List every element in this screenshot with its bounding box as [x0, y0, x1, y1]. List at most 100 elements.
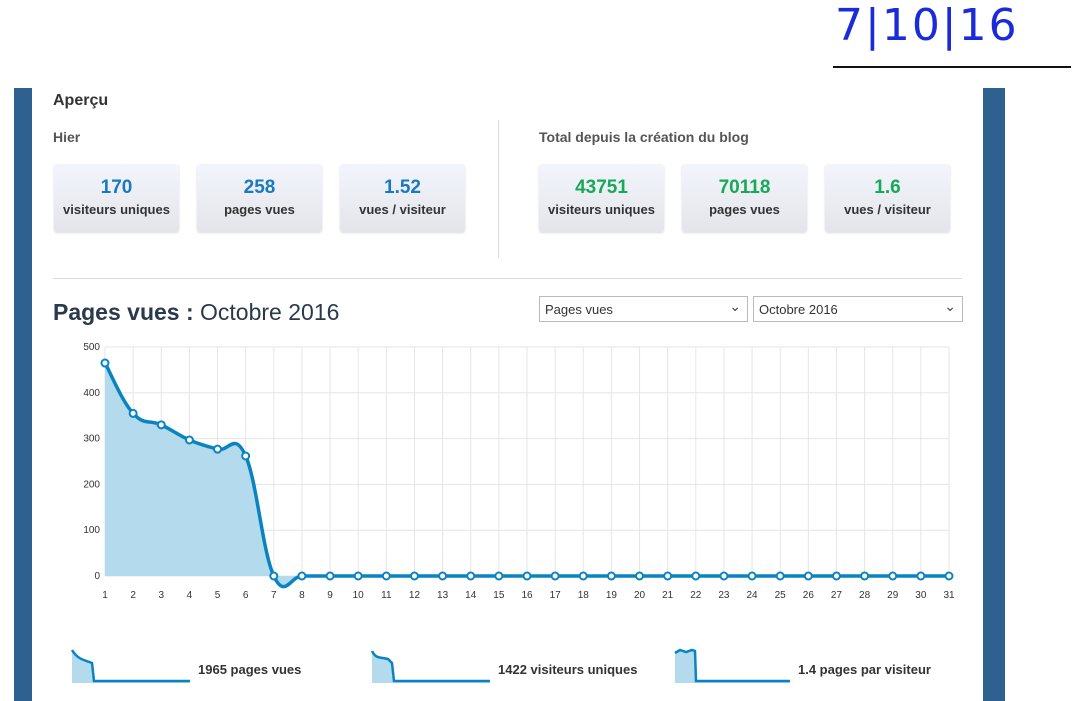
stat-card: 258 pages vues [197, 164, 322, 232]
stat-value: 43751 [575, 177, 628, 198]
point [550, 571, 560, 581]
x-tick-label: 3 [158, 590, 164, 601]
sparkline-area [675, 650, 790, 683]
x-tick-label: 9 [327, 590, 333, 601]
point [494, 571, 504, 581]
stat-label: visiteurs uniques [548, 202, 655, 217]
point [635, 571, 645, 581]
sparkline [674, 648, 790, 683]
x-tick-label: 29 [887, 590, 899, 601]
y-tick-label: 300 [83, 434, 100, 445]
x-tick-label: 30 [915, 590, 927, 601]
x-tick-label: 23 [718, 590, 730, 601]
x-tick-label: 16 [521, 590, 533, 601]
point [691, 571, 701, 581]
point [578, 571, 588, 581]
divider [498, 120, 499, 258]
y-tick-label: 100 [83, 525, 100, 536]
point [803, 571, 813, 581]
point [269, 571, 279, 581]
x-tick-label: 1 [102, 590, 108, 601]
chart-title: Pages vues : [53, 299, 194, 325]
x-tick-label: 11 [381, 590, 392, 601]
point [916, 571, 926, 581]
stat-card: 170 visiteurs uniques [54, 164, 179, 232]
stat-label: pages vues [709, 202, 780, 217]
x-tick-label: 8 [299, 590, 305, 601]
stat-value: 1.52 [384, 177, 421, 198]
stat-label: pages vues [224, 202, 295, 217]
point [409, 571, 419, 581]
chart-heading: Pages vues : Octobre 2016 [53, 299, 339, 326]
point [128, 408, 138, 418]
x-tick-label: 31 [943, 590, 955, 601]
handwritten-note: 7|10|16 [835, 0, 1019, 51]
y-tick-label: 200 [83, 479, 100, 490]
point [241, 451, 251, 461]
x-tick-label: 17 [550, 590, 562, 601]
stat-card: 1.6 vues / visiteur [825, 164, 950, 232]
point [860, 571, 870, 581]
point [522, 571, 532, 581]
metric-select[interactable]: Pages vues [539, 293, 748, 322]
summary: 1422 visiteurs uniques [498, 662, 638, 677]
stat-card: 70118 pages vues [682, 164, 807, 232]
side-bar [983, 88, 1005, 701]
stat-value: 170 [100, 177, 133, 198]
stat-label: visiteurs uniques [63, 202, 170, 217]
point [466, 571, 476, 581]
point [381, 571, 391, 581]
y-tick-label: 0 [94, 571, 100, 582]
period-select[interactable]: Octobre 2016 [753, 293, 963, 322]
point [213, 444, 223, 454]
point [297, 571, 307, 581]
x-tick-label: 25 [775, 590, 787, 601]
x-tick-label: 6 [243, 590, 249, 601]
x-tick-label: 5 [215, 590, 221, 601]
x-tick-label: 4 [187, 590, 193, 601]
x-tick-label: 22 [690, 590, 702, 601]
x-tick-label: 10 [353, 590, 365, 601]
x-tick-label: 27 [831, 590, 843, 601]
x-tick-label: 13 [437, 590, 449, 601]
heading: Hier [53, 129, 81, 145]
point [100, 358, 110, 368]
point [325, 571, 335, 581]
x-tick-label: 7 [271, 590, 277, 601]
sparkline-area [372, 651, 490, 683]
section-title: Aperçu [53, 92, 109, 109]
stat-value: 70118 [718, 177, 771, 198]
stat-card: 1.52 vues / visiteur [340, 164, 465, 232]
x-tick-label: 20 [634, 590, 646, 601]
x-tick-label: 12 [409, 590, 421, 601]
summary: 1.4 pages par visiteur [798, 662, 931, 677]
x-tick-label: 21 [662, 590, 674, 601]
x-tick-label: 14 [465, 590, 477, 601]
stat-label: vues / visiteur [359, 202, 446, 217]
sparklines [70, 648, 790, 683]
x-tick-label: 19 [606, 590, 618, 601]
y-tick-label: 500 [83, 342, 100, 353]
stat-card: 43751 visiteurs uniques [539, 164, 664, 232]
point [184, 435, 194, 445]
side-bar [14, 88, 32, 701]
point [663, 571, 673, 581]
x-tick-label: 15 [493, 590, 505, 601]
stat-label: vues / visiteur [844, 202, 931, 217]
x-tick-label: 24 [747, 590, 759, 601]
area [105, 363, 949, 587]
point [747, 571, 757, 581]
summary: 1965 pages vues [198, 662, 302, 677]
point [353, 571, 363, 581]
point [831, 571, 841, 581]
x-tick-label: 26 [803, 590, 815, 601]
x-tick-label: 28 [859, 590, 871, 601]
stat-value: 258 [243, 177, 276, 198]
sparkline [70, 649, 190, 683]
x-tick-label: 2 [130, 590, 136, 601]
y-tick-label: 400 [83, 388, 100, 399]
point [888, 571, 898, 581]
point [156, 420, 166, 430]
